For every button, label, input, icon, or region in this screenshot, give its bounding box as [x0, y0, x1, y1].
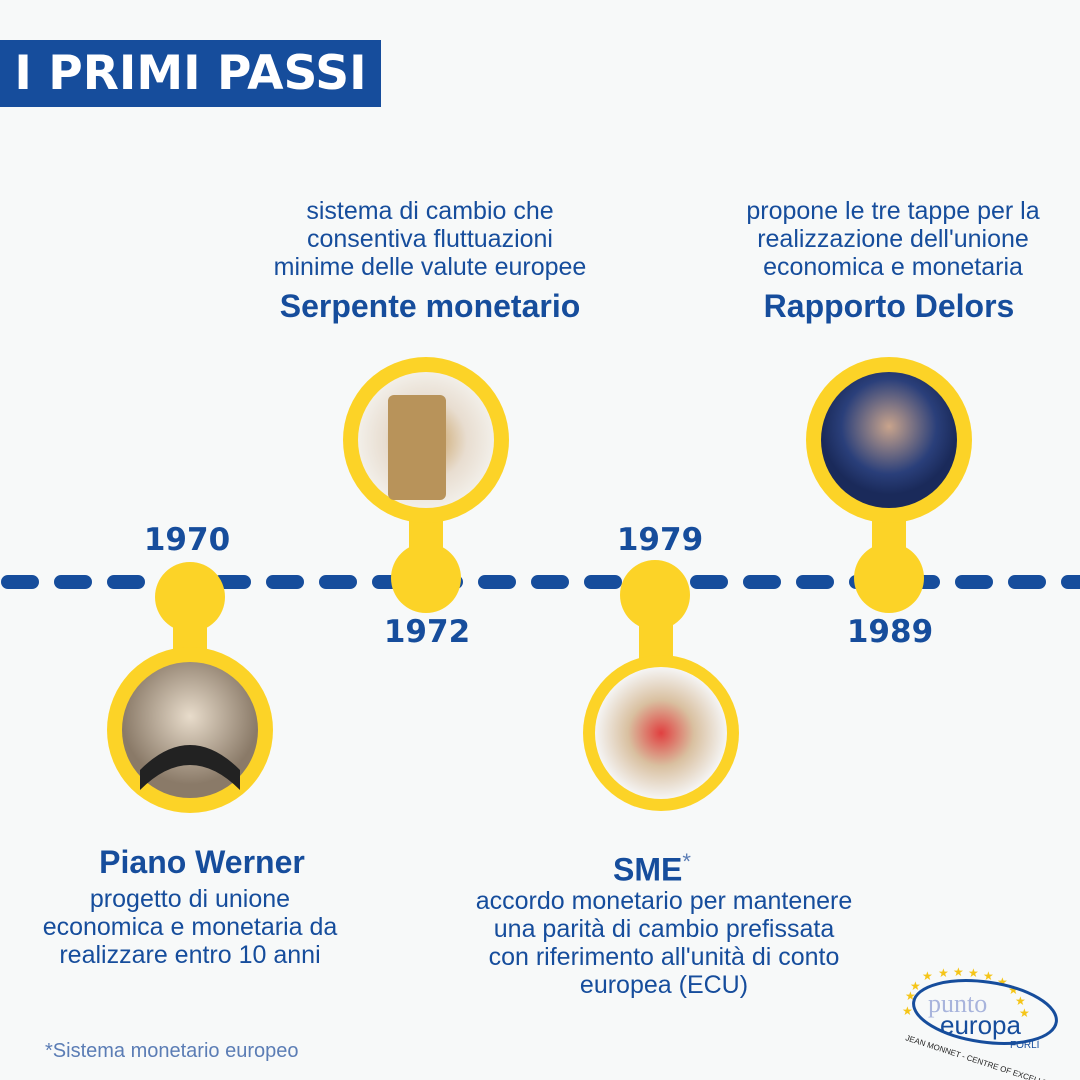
event-title: Serpente monetario [279, 288, 581, 324]
desc-line: economica e monetaria da [42, 913, 338, 941]
desc-line: con riferimento all'unità di conto [488, 943, 840, 971]
footnote: *Sistema monetario europeo [45, 1040, 299, 1062]
event-title: Piano Werner [99, 844, 305, 880]
year-1989: 1989 [846, 614, 934, 650]
pin-1979 [583, 560, 739, 811]
desc-line: progetto di unione [89, 885, 291, 913]
year-1970: 1970 [143, 522, 231, 558]
event-description: sistema di cambio che consentiva fluttua… [210, 197, 650, 281]
year-1979: 1979 [616, 522, 704, 558]
desc-line: economica e monetaria [763, 253, 1023, 281]
event-title: SME* [432, 844, 872, 888]
sme-title: SME [613, 851, 683, 888]
desc-line: una parità di cambio prefissata [493, 915, 835, 943]
event-description: propone le tre tappe per la realizzazion… [673, 197, 1080, 281]
desc-line: minime delle valute europee [273, 253, 587, 281]
desc-line: consentiva fluttuazioni [307, 225, 553, 253]
year-1972: 1972 [383, 614, 471, 650]
event-description: accordo monetario per mantenere una pari… [444, 887, 884, 999]
page-title: I PRIMI PASSI [0, 40, 381, 107]
pin-1972 [343, 357, 509, 613]
footnote-mark: * [682, 849, 691, 874]
desc-line: realizzazione dell'unione [757, 225, 1029, 253]
pin-1989 [806, 357, 972, 613]
desc-line: accordo monetario per mantenere [475, 887, 853, 915]
man-with-glasses-photo [821, 372, 957, 508]
event-title: Rapporto Delors [763, 288, 1015, 324]
pin-1970 [107, 562, 273, 813]
desc-line: europea (ECU) [579, 971, 749, 999]
desc-line: realizzare entro 10 anni [59, 941, 321, 969]
flag-coins-photo [595, 667, 727, 799]
desc-line: propone le tre tappe per la [746, 197, 1040, 225]
desc-line: sistema di cambio che [306, 197, 554, 225]
event-description: progetto di unione economica e monetaria… [0, 885, 410, 969]
